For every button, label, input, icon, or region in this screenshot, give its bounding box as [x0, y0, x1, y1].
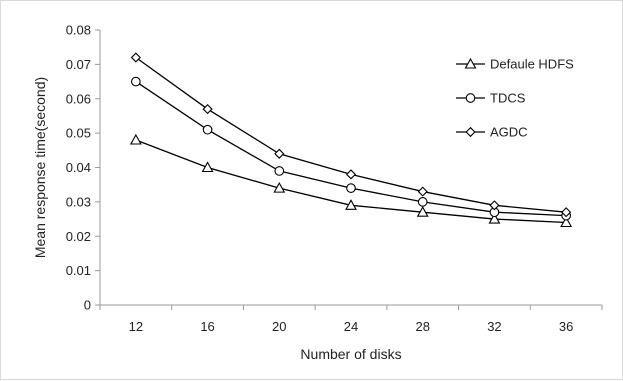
data-point-agdc: [489, 200, 500, 211]
data-point-tdcs: [346, 183, 356, 193]
data-point-tdcs: [274, 166, 285, 176]
legend-label-agdc: AGDC: [490, 125, 528, 140]
x-tick-label: 20: [272, 319, 286, 334]
x-tick-label: 36: [559, 319, 573, 334]
x-tick-label: 16: [200, 319, 214, 334]
x-tick-label: 24: [344, 319, 358, 334]
data-point-tdcs: [202, 124, 213, 135]
y-tick-label: 0.01: [66, 263, 91, 278]
y-tick-label: 0.08: [66, 23, 91, 38]
x-axis-title: Number of disks: [300, 346, 401, 362]
x-tick-label: 12: [129, 319, 143, 334]
data-point-agdc: [417, 186, 428, 197]
data-point-agdc: [345, 169, 357, 180]
legend-marker-agdc: [465, 126, 476, 138]
y-tick-label: 0.04: [66, 160, 91, 175]
data-point-agdc: [561, 207, 572, 218]
data-point-defaule-hdfs: [488, 212, 501, 224]
data-point-agdc: [274, 148, 285, 159]
y-tick-label: 0.05: [66, 126, 91, 141]
data-point-tdcs: [131, 76, 141, 87]
y-axis-title: Mean response time(second): [32, 77, 48, 258]
y-tick-label: 0.02: [66, 229, 91, 244]
data-point-defaule-hdfs: [345, 199, 357, 210]
series-layer: [129, 52, 573, 228]
legend-label-tdcs: TDCS: [490, 91, 526, 106]
legend-item-tdcs: TDCS: [456, 91, 526, 106]
series-tdcs: [131, 76, 571, 221]
legend-label-defaule-hdfs: Defaule HDFS: [490, 57, 574, 72]
series-defaule-hdfs: [129, 133, 573, 228]
series-line-defaule-hdfs: [135, 139, 567, 224]
data-point-defaule-hdfs: [416, 206, 429, 217]
data-point-defaule-hdfs: [560, 216, 573, 228]
data-point-agdc: [202, 103, 213, 115]
data-point-agdc: [130, 52, 141, 63]
y-tick-label: 0.03: [66, 194, 91, 209]
legend-marker-defaule-hdfs: [464, 57, 477, 69]
legend-item-defaule-hdfs: Defaule HDFS: [456, 57, 574, 72]
data-point-defaule-hdfs: [273, 181, 286, 193]
data-point-tdcs: [417, 197, 428, 207]
x-tick-label: 28: [415, 319, 429, 334]
y-axis: 0 0.01 0.02 0.03 0.04 0.05 0.06 0.07 0.08: [66, 23, 101, 313]
y-tick-label: 0: [84, 298, 91, 313]
legend-marker-tdcs: [465, 93, 476, 103]
legend-item-agdc: AGDC: [456, 125, 528, 140]
data-point-defaule-hdfs: [201, 161, 214, 173]
series-agdc: [130, 52, 572, 218]
x-axis: 12 16 20 24 28 32 36: [99, 304, 603, 334]
data-point-defaule-hdfs: [129, 133, 142, 145]
x-tick-label: 32: [487, 319, 501, 334]
y-tick-label: 0.07: [66, 57, 91, 72]
y-tick-label: 0.06: [66, 91, 91, 106]
legend: Defaule HDFS TDCS AGDC: [456, 57, 574, 140]
